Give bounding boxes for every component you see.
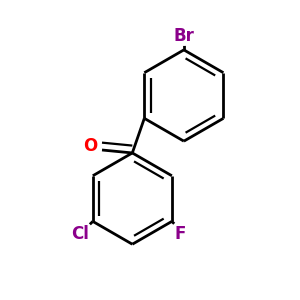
Circle shape — [174, 26, 193, 45]
Circle shape — [173, 227, 188, 242]
Circle shape — [71, 225, 90, 244]
Text: Br: Br — [173, 28, 194, 46]
Text: O: O — [83, 137, 97, 155]
Text: Cl: Cl — [71, 225, 89, 243]
Circle shape — [77, 138, 93, 155]
Text: F: F — [175, 225, 186, 243]
